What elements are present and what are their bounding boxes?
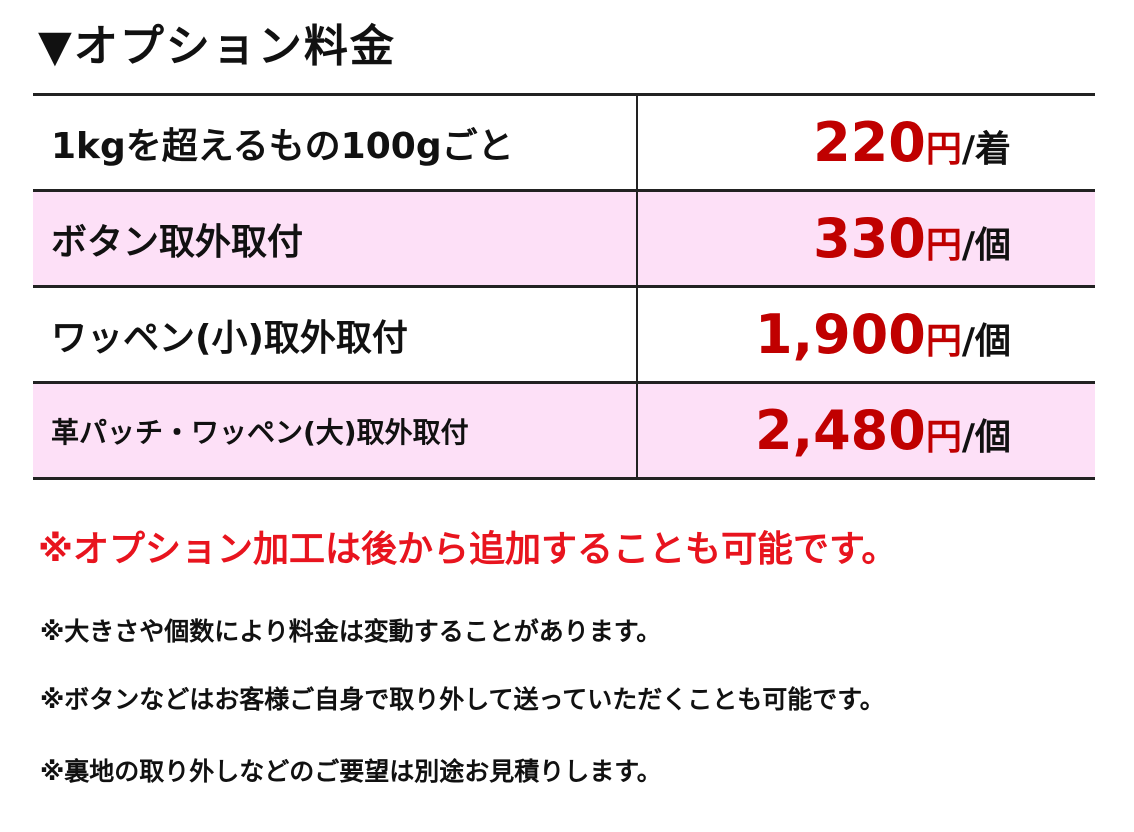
option-name: 革パッチ・ワッペン(大)取外取付 xyxy=(33,381,638,480)
price-unit: /着 xyxy=(961,129,1011,170)
option-price-table: 1kgを超えるもの100gごと 220円/着 ボタン取外取付 330円/個 ワッ… xyxy=(33,93,1095,480)
option-name: ボタン取外取付 xyxy=(33,189,638,288)
table-row: ボタン取外取付 330円/個 xyxy=(33,189,1095,288)
price-currency: 円 xyxy=(925,129,962,170)
price-unit: /個 xyxy=(961,417,1011,458)
price-unit: /個 xyxy=(961,225,1011,266)
table-row: ワッペン(小)取外取付 1,900円/個 xyxy=(33,285,1095,384)
section-title: ▼オプション料金 xyxy=(38,21,396,72)
price-amount: 330 xyxy=(813,207,926,270)
price-currency: 円 xyxy=(925,417,962,458)
note: ※裏地の取り外しなどのご要望は別途お見積りします。 xyxy=(40,757,662,786)
price-unit: /個 xyxy=(961,321,1011,362)
price-currency: 円 xyxy=(925,225,962,266)
table-row: 1kgを超えるもの100gごと 220円/着 xyxy=(33,93,1095,192)
option-price: 330円/個 xyxy=(637,189,1095,288)
price-currency: 円 xyxy=(925,321,962,362)
price-amount: 1,900 xyxy=(755,303,926,366)
option-price: 2,480円/個 xyxy=(637,381,1095,480)
price-amount: 220 xyxy=(813,111,926,174)
option-name: 1kgを超えるもの100gごと xyxy=(33,93,638,192)
table-row: 革パッチ・ワッペン(大)取外取付 2,480円/個 xyxy=(33,381,1095,480)
option-name: ワッペン(小)取外取付 xyxy=(33,285,638,384)
main-note: ※オプション加工は後から追加することも可能です。 xyxy=(38,529,898,570)
price-amount: 2,480 xyxy=(755,399,926,462)
note: ※大きさや個数により料金は変動することがあります。 xyxy=(40,617,662,646)
option-price: 220円/着 xyxy=(637,93,1095,192)
option-price: 1,900円/個 xyxy=(637,285,1095,384)
note: ※ボタンなどはお客様ご自身で取り外して送っていただくことも可能です。 xyxy=(40,685,885,714)
